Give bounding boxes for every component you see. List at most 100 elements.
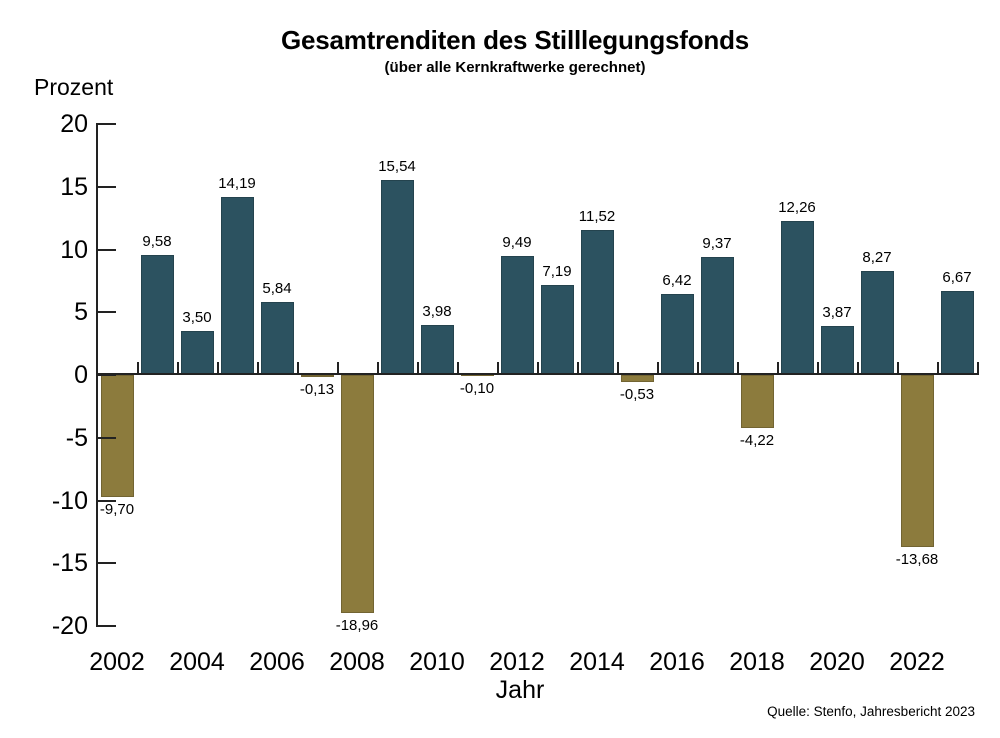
y-tick-label: -20 xyxy=(51,612,88,640)
y-tick-label: -5 xyxy=(65,423,88,452)
bar xyxy=(260,301,294,375)
y-axis-title: Prozent xyxy=(34,74,114,100)
x-tick xyxy=(137,362,139,375)
bar xyxy=(540,284,574,375)
bar-value-label: 8,27 xyxy=(862,249,892,267)
x-tick xyxy=(777,362,779,375)
bar xyxy=(740,375,774,428)
bar-value-label: -0,53 xyxy=(619,385,655,403)
y-tick-label: 10 xyxy=(60,235,88,264)
x-tick xyxy=(817,362,819,375)
bar-value-label: 3,98 xyxy=(422,303,452,321)
x-tick xyxy=(537,362,539,375)
y-tick xyxy=(96,625,116,627)
bar xyxy=(380,179,414,375)
bar-value-label: 9,49 xyxy=(502,233,532,251)
y-tick xyxy=(96,374,116,376)
x-tick-label: 2002 xyxy=(89,648,145,676)
x-tick xyxy=(657,362,659,375)
bar xyxy=(580,230,614,375)
chart-title: Gesamtrenditen des Stilllegungsfonds xyxy=(280,25,750,55)
x-tick xyxy=(177,362,179,375)
bar-value-label: 3,50 xyxy=(182,309,212,327)
y-tick xyxy=(96,499,116,502)
x-tick xyxy=(737,362,739,375)
x-tick-label: 2016 xyxy=(649,648,705,676)
bar xyxy=(860,271,894,375)
x-tick xyxy=(377,362,379,375)
y-tick-label: 0 xyxy=(74,361,88,389)
x-tick xyxy=(217,362,219,375)
bar xyxy=(660,294,694,375)
bar-value-label: 6,67 xyxy=(942,269,972,287)
x-tick xyxy=(697,362,699,375)
y-tick xyxy=(96,562,116,565)
x-tick-label: 2012 xyxy=(489,648,545,676)
bar-value-label: 9,37 xyxy=(702,235,732,253)
bar-value-label: 5,84 xyxy=(262,279,292,297)
x-tick xyxy=(337,362,339,375)
bar xyxy=(700,257,734,375)
x-tick xyxy=(297,362,299,375)
x-tick-label: 2022 xyxy=(889,648,945,676)
bar xyxy=(420,325,454,375)
bar xyxy=(900,375,934,547)
source-note: Quelle: Stenfo, Jahresbericht 2023 xyxy=(767,704,975,719)
x-tick xyxy=(617,362,619,375)
bar xyxy=(140,254,174,375)
y-tick-label: 15 xyxy=(60,172,88,201)
bar-value-label: -0,10 xyxy=(459,380,495,398)
x-tick-label: 2006 xyxy=(249,648,305,676)
x-tick-label: 2018 xyxy=(729,648,785,676)
y-tick xyxy=(96,248,116,251)
y-tick xyxy=(96,185,116,188)
x-tick-label: 2008 xyxy=(329,648,385,676)
bar xyxy=(180,331,214,375)
bar xyxy=(460,375,494,377)
y-tick xyxy=(96,311,116,314)
x-tick xyxy=(457,362,459,375)
x-tick-label: 2004 xyxy=(169,648,225,676)
bar xyxy=(340,375,374,613)
y-tick-label: 5 xyxy=(74,298,88,327)
y-tick xyxy=(96,436,116,439)
bar xyxy=(940,291,974,375)
x-tick-label: 2014 xyxy=(569,648,625,676)
x-tick xyxy=(937,362,939,375)
x-axis-title: Jahr xyxy=(495,676,545,704)
bar xyxy=(220,196,254,375)
bar-value-label: 3,87 xyxy=(822,304,852,322)
x-tick xyxy=(497,362,499,375)
bar-value-label: 6,42 xyxy=(662,272,692,290)
bar-value-label: -0,13 xyxy=(299,380,335,398)
bar-value-label: 11,52 xyxy=(578,208,616,226)
bar-value-label: 12,26 xyxy=(778,199,816,217)
bar xyxy=(780,221,814,375)
bar xyxy=(300,375,334,377)
x-tick xyxy=(577,362,579,375)
x-tick xyxy=(417,362,419,375)
bar-value-label: 14,19 xyxy=(218,174,256,192)
x-tick xyxy=(897,362,899,375)
bar xyxy=(820,326,854,375)
bar-value-label: -13,68 xyxy=(895,550,939,568)
x-tick xyxy=(257,362,259,375)
x-tick xyxy=(977,362,979,375)
bar-value-label: -18,96 xyxy=(335,616,379,634)
y-tick-label: 20 xyxy=(60,110,88,138)
x-tick-label: 2020 xyxy=(809,648,865,676)
bar xyxy=(100,375,134,497)
y-tick xyxy=(96,123,116,125)
bar xyxy=(620,375,654,382)
bar-value-label: 7,19 xyxy=(542,262,572,280)
bar-value-label: -4,22 xyxy=(739,431,775,449)
bar-value-label: 9,58 xyxy=(142,232,172,250)
y-tick-label: -15 xyxy=(51,549,88,578)
x-tick-label: 2010 xyxy=(409,648,465,676)
y-tick-label: -10 xyxy=(51,486,88,515)
bar-value-label: 15,54 xyxy=(378,157,416,175)
bar xyxy=(500,255,534,375)
chart-subtitle: (über alle Kernkraftwerke gerechnet) xyxy=(384,59,646,76)
bar-value-label: -9,70 xyxy=(99,500,135,518)
